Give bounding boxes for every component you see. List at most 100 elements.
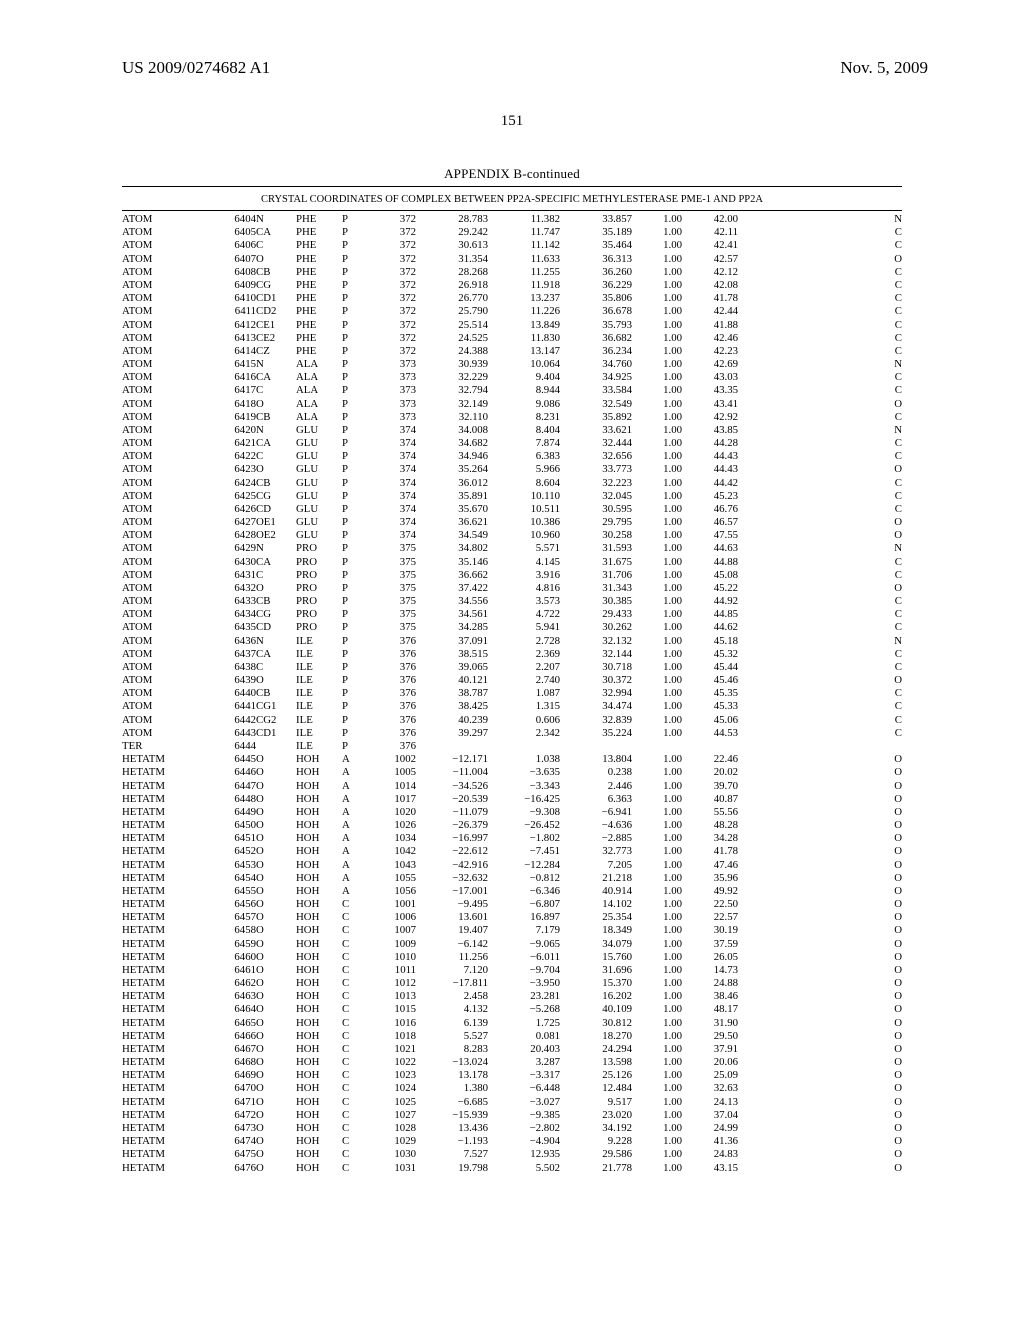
table-cell: 1.00 (632, 872, 682, 885)
table-cell: 42.57 (682, 253, 738, 266)
table-cell: 4.722 (488, 608, 560, 621)
table-row: ATOM6407OPHEP37231.35411.63336.3131.0042… (122, 253, 902, 266)
table-cell: 8.944 (488, 384, 560, 397)
table-cell: ATOM (122, 398, 204, 411)
table-cell: C (738, 226, 902, 239)
table-cell: PHE (296, 305, 342, 318)
table-cell: 24.99 (682, 1122, 738, 1135)
table-cell: 25.514 (416, 319, 488, 332)
table-cell: 41.36 (682, 1135, 738, 1148)
table-cell: HETATM (122, 1162, 204, 1175)
table-cell: 3.573 (488, 595, 560, 608)
table-cell: O (738, 1069, 902, 1082)
table-cell: 6413 (204, 332, 256, 345)
table-cell: 6460 (204, 951, 256, 964)
table-cell: 28.268 (416, 266, 488, 279)
table-cell: O (256, 885, 296, 898)
table-cell: 1.00 (632, 990, 682, 1003)
table-cell: 1.00 (632, 398, 682, 411)
table-cell: HOH (296, 990, 342, 1003)
table-cell: O (256, 793, 296, 806)
table-cell: 45.18 (682, 635, 738, 648)
table-cell: GLU (296, 424, 342, 437)
table-cell: HOH (296, 1017, 342, 1030)
table-cell: 34.946 (416, 450, 488, 463)
table-cell: 30.718 (560, 661, 632, 674)
table-cell: 26.05 (682, 951, 738, 964)
table-cell: 1.00 (632, 700, 682, 713)
table-cell: ALA (296, 384, 342, 397)
table-cell: P (342, 516, 368, 529)
table-cell: −3.950 (488, 977, 560, 990)
table-cell: HETATM (122, 780, 204, 793)
table-cell: 373 (368, 398, 416, 411)
table-cell: C (342, 1043, 368, 1056)
table-cell: −6.346 (488, 885, 560, 898)
table-row: HETATM6453OHOHA1043−42.916−12.2847.2051.… (122, 859, 902, 872)
table-cell: A (342, 780, 368, 793)
table-cell: 40.87 (682, 793, 738, 806)
table-row: HETATM6464OHOHC10154.132−5.26840.1091.00… (122, 1003, 902, 1016)
table-cell: 32.773 (560, 845, 632, 858)
table-cell: N (256, 635, 296, 648)
table-cell: 34.561 (416, 608, 488, 621)
table-cell: HETATM (122, 872, 204, 885)
table-cell: 10.511 (488, 503, 560, 516)
table-cell: 37.422 (416, 582, 488, 595)
table-cell: C (256, 239, 296, 252)
coordinates-table-wrap: APPENDIX B-continued CRYSTAL COORDINATES… (122, 166, 902, 1175)
table-cell: A (342, 793, 368, 806)
table-cell: O (738, 938, 902, 951)
table-cell: N (256, 542, 296, 555)
table-cell: 6466 (204, 1030, 256, 1043)
table-row: HETATM6467OHOHC10218.28320.40324.2941.00… (122, 1043, 902, 1056)
publication-date: Nov. 5, 2009 (840, 58, 928, 78)
table-cell: 376 (368, 700, 416, 713)
table-row: ATOM6434CGPROP37534.5614.72229.4331.0044… (122, 608, 902, 621)
table-row: ATOM6427OE1GLUP37436.62110.38629.7951.00… (122, 516, 902, 529)
table-cell: 1.00 (632, 1003, 682, 1016)
table-cell: 14.102 (560, 898, 632, 911)
table-cell: 1.00 (632, 305, 682, 318)
table-cell: 376 (368, 648, 416, 661)
table-cell: 1002 (368, 753, 416, 766)
table-cell: 6469 (204, 1069, 256, 1082)
table-cell: 40.239 (416, 714, 488, 727)
table-cell: ATOM (122, 608, 204, 621)
table-cell: 6432 (204, 582, 256, 595)
table-cell: 39.70 (682, 780, 738, 793)
table-cell: 1.00 (632, 319, 682, 332)
table-cell: HETATM (122, 911, 204, 924)
table-cell: PRO (296, 608, 342, 621)
table-cell: C (342, 1056, 368, 1069)
table-cell: ATOM (122, 674, 204, 687)
table-cell: O (256, 1030, 296, 1043)
table-cell: ATOM (122, 292, 204, 305)
table-cell: P (342, 569, 368, 582)
table-cell: 22.46 (682, 753, 738, 766)
table-cell: 43.85 (682, 424, 738, 437)
table-cell: ATOM (122, 332, 204, 345)
table-cell: 30.812 (560, 1017, 632, 1030)
table-cell: C (738, 305, 902, 318)
table-cell: −3.343 (488, 780, 560, 793)
table-cell: P (342, 305, 368, 318)
table-cell: 45.46 (682, 674, 738, 687)
table-cell: ATOM (122, 582, 204, 595)
table-cell: 42.11 (682, 226, 738, 239)
table-cell: P (342, 635, 368, 648)
table-cell: 1.00 (632, 503, 682, 516)
table-cell: 1031 (368, 1162, 416, 1175)
table-row: ATOM6443CD1ILEP37639.2972.34235.2241.004… (122, 727, 902, 740)
table-cell: 6454 (204, 872, 256, 885)
table-cell: 1055 (368, 872, 416, 885)
table-cell: 13.601 (416, 911, 488, 924)
table-cell: C (738, 727, 902, 740)
table-cell: HOH (296, 1003, 342, 1016)
table-cell: GLU (296, 437, 342, 450)
table-cell: C (342, 1122, 368, 1135)
table-cell: 6423 (204, 463, 256, 476)
table-cell: HOH (296, 819, 342, 832)
table-cell: 10.064 (488, 358, 560, 371)
patent-number: US 2009/0274682 A1 (122, 58, 270, 78)
